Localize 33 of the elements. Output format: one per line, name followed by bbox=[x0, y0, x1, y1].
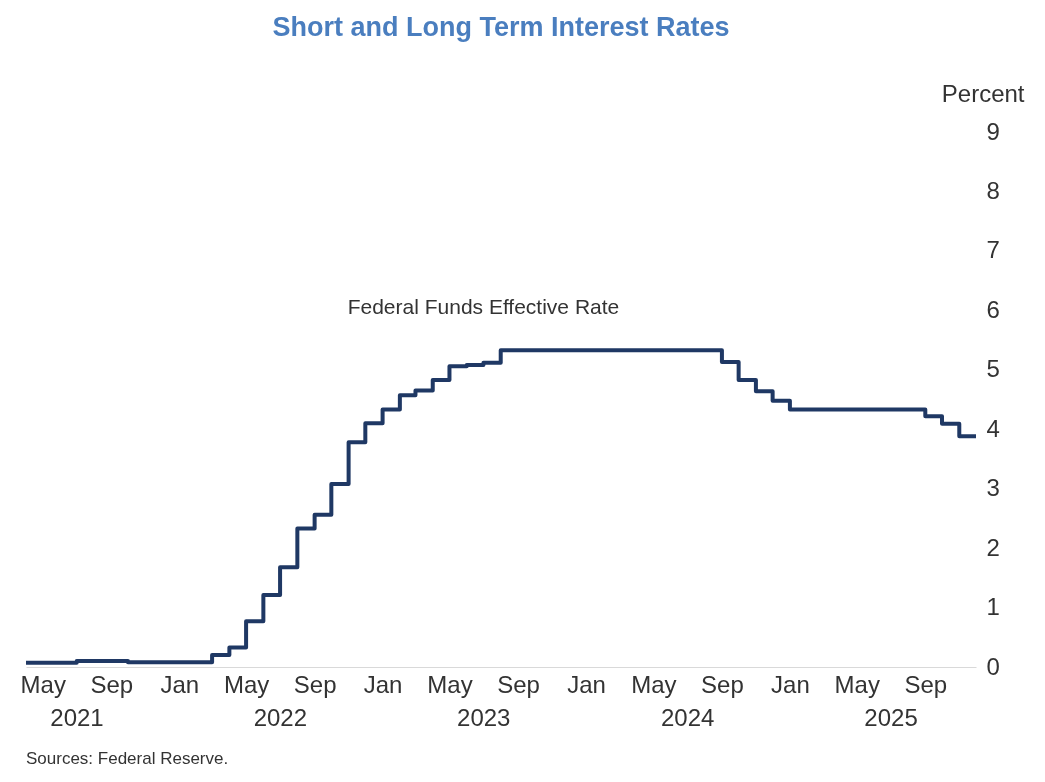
y-tick-label: 0 bbox=[986, 652, 1000, 680]
y-tick-label: 9 bbox=[986, 117, 1000, 145]
x-tick-label: May bbox=[20, 670, 66, 698]
y-tick-label: 8 bbox=[986, 176, 1000, 204]
x-tick-label: Sep bbox=[497, 670, 540, 698]
y-tick-label: 7 bbox=[986, 236, 1000, 264]
y-tick-label: 3 bbox=[986, 474, 1000, 502]
x-tick-label: May bbox=[834, 670, 880, 698]
text: 2022 bbox=[253, 704, 308, 731]
y-tick-label: 4 bbox=[986, 414, 1000, 442]
x-tick-label: May bbox=[223, 670, 270, 698]
x-tick-label: Sep bbox=[90, 670, 134, 698]
text: 2021 bbox=[50, 704, 104, 731]
y-tick-label: 6 bbox=[986, 295, 1000, 323]
y-tick-label: 2 bbox=[986, 533, 1000, 561]
series-label: Federal Funds Effective Rate bbox=[347, 294, 620, 318]
y-axis-title: Percent bbox=[941, 79, 1025, 107]
x-tick-label: May bbox=[631, 670, 677, 698]
x-tick-label: Jan bbox=[160, 670, 200, 698]
chart-title: Short and Long Term Interest Rates bbox=[272, 12, 730, 42]
y-tick-label: 5 bbox=[986, 355, 1000, 383]
source-note: Sources: Federal Reserve. bbox=[26, 749, 229, 768]
x-tick-label: Jan bbox=[363, 670, 403, 698]
text: 2023 bbox=[457, 704, 511, 731]
x-tick-label: Jan bbox=[567, 670, 606, 698]
x-tick-label: Jan bbox=[771, 670, 810, 698]
y-tick-label: 1 bbox=[986, 593, 1000, 621]
x-tick-label: May bbox=[427, 670, 473, 698]
x-tick-label: Sep bbox=[904, 670, 948, 698]
x-tick-label: Sep bbox=[701, 670, 744, 698]
text: 2024 bbox=[660, 704, 715, 731]
text: 2025 bbox=[864, 704, 918, 731]
x-tick-label: Sep bbox=[293, 670, 337, 698]
